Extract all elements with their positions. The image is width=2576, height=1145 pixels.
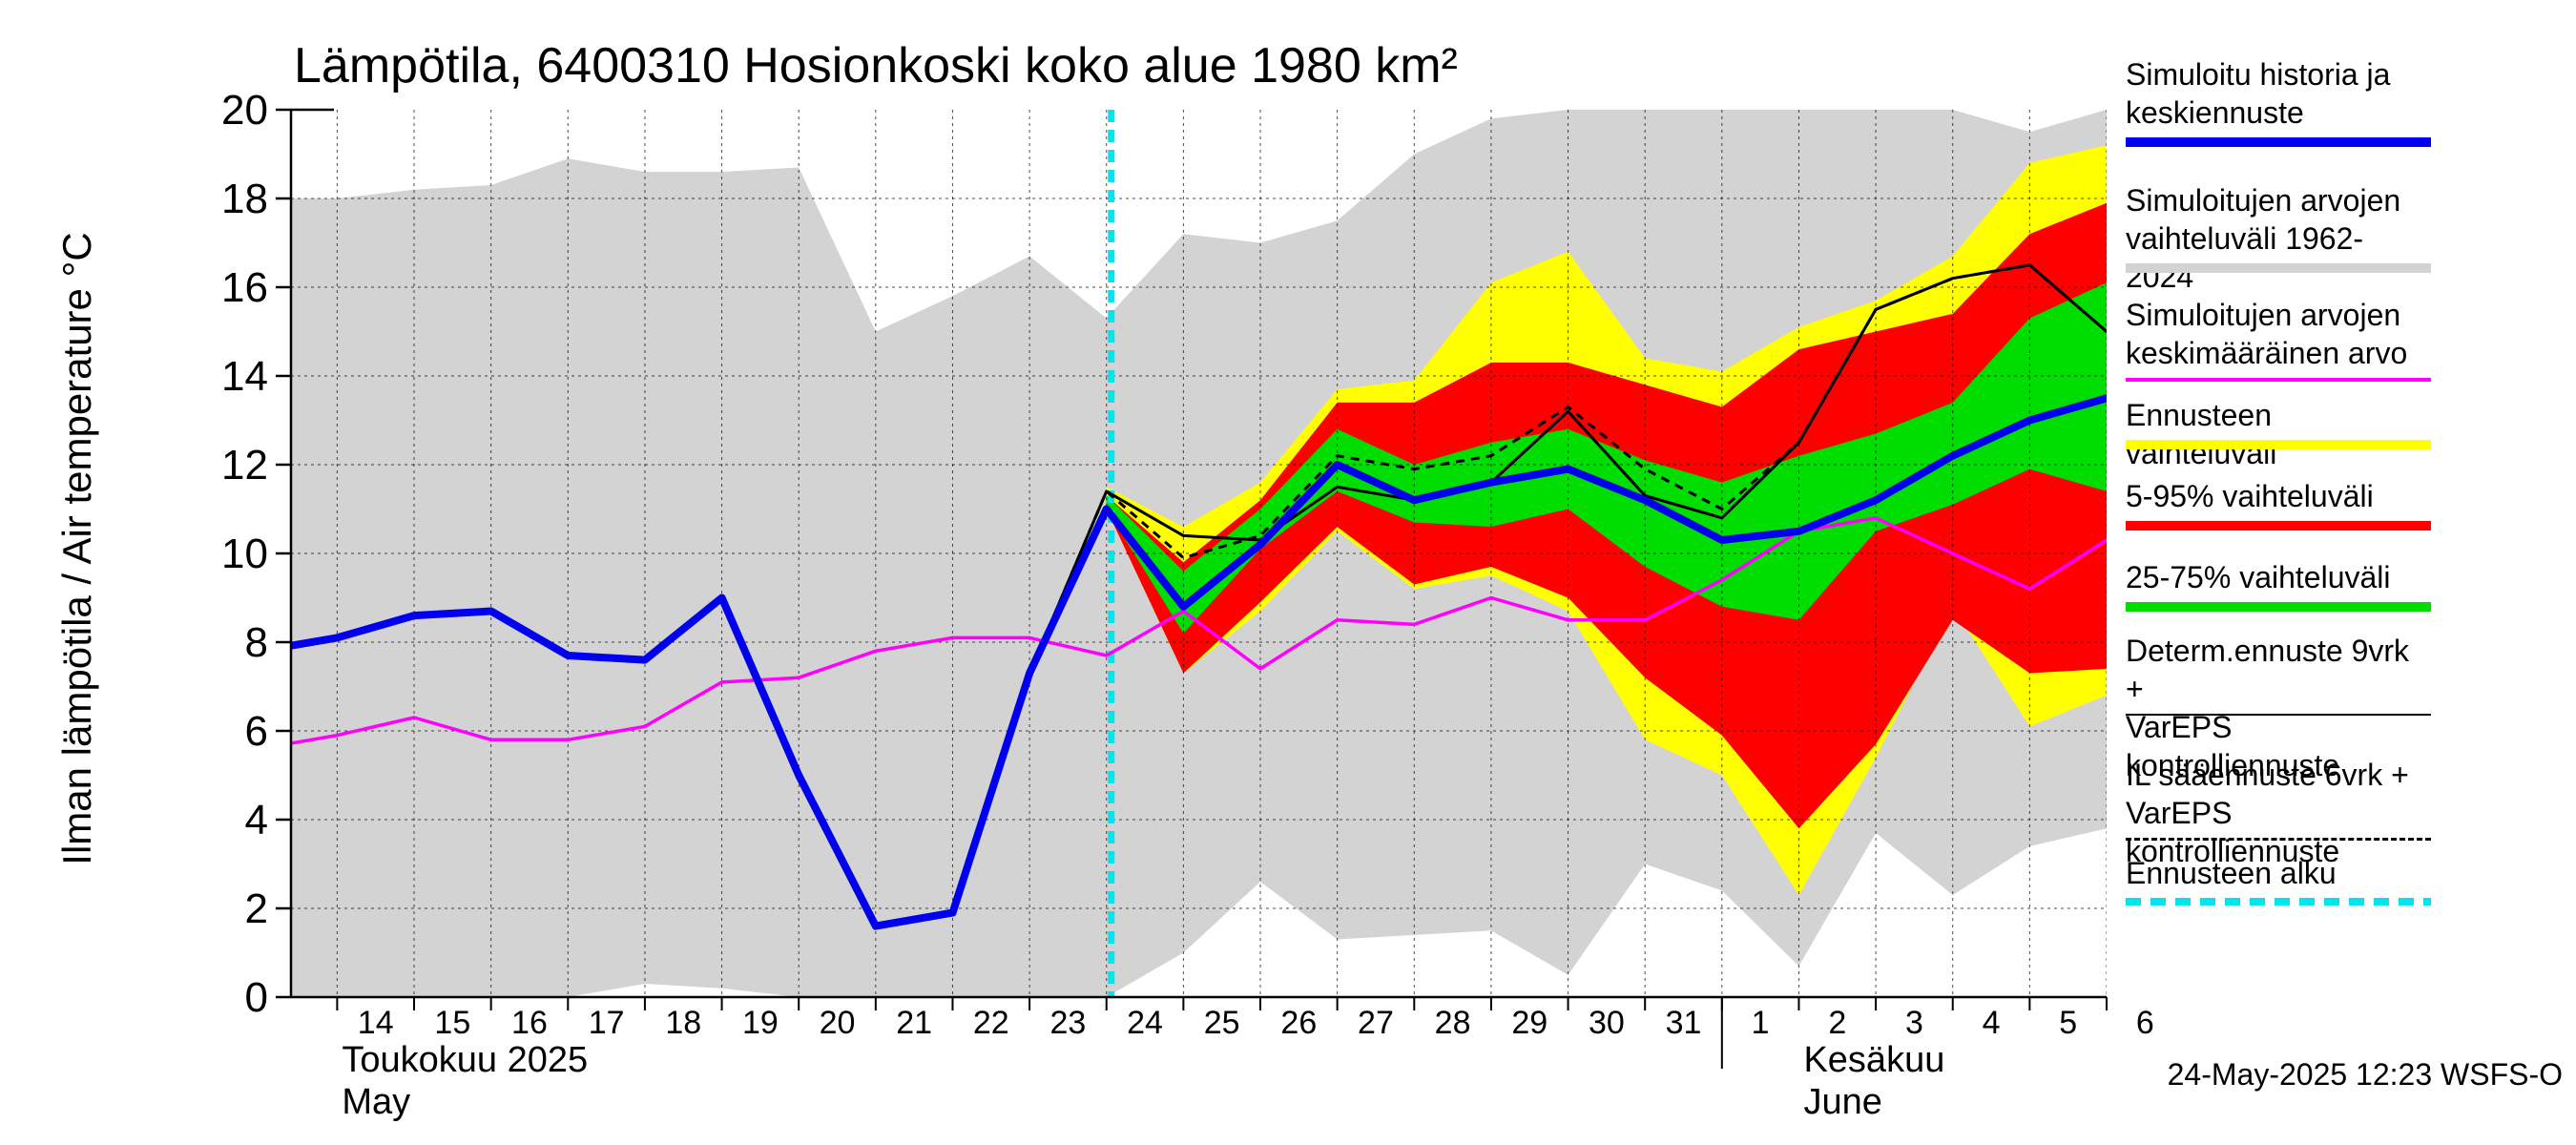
series-mean-forecast-line <box>291 394 2107 930</box>
month-label-fi: Toukokuu 2025 <box>342 1040 588 1080</box>
month-label-en: May <box>342 1082 410 1122</box>
x-tick-label: 6 <box>2136 1005 2154 1041</box>
x-tick-label: 16 <box>511 1005 548 1041</box>
x-tick-label: 26 <box>1280 1005 1317 1041</box>
y-tick-label: 2 <box>245 885 268 932</box>
x-tick-label: 23 <box>1050 1005 1087 1041</box>
y-tick-label: 4 <box>245 797 268 843</box>
legend-label: 5-95% vaihteluväli <box>2126 479 2374 513</box>
legend-entry: IL sääennuste 6vrk + VarEPS kontrollienn… <box>2126 756 2431 870</box>
legend-swatch <box>2126 378 2431 382</box>
y-tick-label: 12 <box>221 442 268 489</box>
x-tick-label: 29 <box>1511 1005 1548 1041</box>
legend-entry: Determ.ennuste 9vrk + VarEPS kontrollien… <box>2126 632 2431 784</box>
x-tick-label: 14 <box>358 1005 394 1041</box>
y-tick-label: 8 <box>245 619 268 666</box>
legend-label: 25-75% vaihteluväli <box>2126 560 2391 594</box>
x-tick-label: 27 <box>1358 1005 1394 1041</box>
y-tick-label: 0 <box>245 974 268 1021</box>
legend-entry: Simuloitujen arvojen vaihteluväli 1962-2… <box>2126 181 2431 296</box>
month-label-en: June <box>1803 1082 1881 1122</box>
legend-label: Ennusteen vaihteluväli <box>2126 398 2277 470</box>
legend-swatch <box>2126 137 2431 147</box>
y-tick-label: 16 <box>221 264 268 311</box>
x-tick-label: 3 <box>1905 1005 1923 1041</box>
y-axis-label: Ilman lämpötila / Air temperature °C <box>54 232 99 864</box>
legend-label: Simuloitu historia ja keskiennuste <box>2126 57 2391 130</box>
x-tick-label: 18 <box>665 1005 701 1041</box>
legend-entry: 25-75% vaihteluväli <box>2126 558 2431 612</box>
legend-label: Ennusteen alku <box>2126 856 2337 890</box>
x-tick-label: 21 <box>896 1005 932 1041</box>
x-tick-label: 25 <box>1204 1005 1240 1041</box>
legend-entry: Simuloitujen arvojen keskimääräinen arvo <box>2126 296 2431 382</box>
legend-swatch <box>2126 602 2431 612</box>
month-label-fi: Kesäkuu <box>1803 1040 1944 1080</box>
legend-swatch <box>2126 440 2431 449</box>
legend-swatch <box>2126 714 2431 716</box>
legend-label: Determ.ennuste 9vrk + VarEPS kontrollien… <box>2126 634 2410 782</box>
legend-label: Simuloitujen arvojen vaihteluväli 1962-2… <box>2126 183 2401 294</box>
legend-swatch <box>2126 838 2431 841</box>
x-tick-label: 22 <box>973 1005 1009 1041</box>
x-tick-label: 2 <box>1828 1005 1846 1041</box>
x-tick-label: 24 <box>1127 1005 1163 1041</box>
chart-title: Lämpötila, 6400310 Hosionkoski koko alue… <box>294 38 1458 94</box>
y-tick-label: 14 <box>221 353 268 400</box>
y-tick-label: 18 <box>221 176 268 222</box>
series-determ-forecast-line <box>1028 263 2107 675</box>
x-tick-label: 17 <box>589 1005 625 1041</box>
x-tick-label: 5 <box>2059 1005 2077 1041</box>
legend-entry: 5-95% vaihteluväli <box>2126 477 2431 531</box>
plot-area <box>291 110 2107 997</box>
x-tick-label: 31 <box>1666 1005 1702 1041</box>
timestamp: 24-May-2025 12:23 WSFS-O <box>2167 1057 2563 1092</box>
legend-label: IL sääennuste 6vrk + VarEPS kontrollienn… <box>2126 758 2409 868</box>
legend-entry: Ennusteen alku <box>2126 854 2431 906</box>
x-tick-label: 20 <box>820 1005 856 1041</box>
y-tick-label: 20 <box>221 87 268 134</box>
legend-swatch <box>2126 263 2431 273</box>
x-tick-label: 19 <box>742 1005 779 1041</box>
x-tick-label: 15 <box>434 1005 470 1041</box>
legend-swatch <box>2126 898 2431 906</box>
legend-swatch <box>2126 521 2431 531</box>
series-mean-line <box>291 516 2107 745</box>
y-tick-label: 6 <box>245 708 268 755</box>
legend-label: Simuloitujen arvojen keskimääräinen arvo <box>2126 298 2408 370</box>
x-tick-label: 4 <box>1983 1005 2001 1041</box>
band-p25-75 <box>1106 282 2107 634</box>
y-tick-label: 10 <box>221 531 268 577</box>
x-tick-label: 30 <box>1589 1005 1625 1041</box>
legend-entry: Simuloitu historia ja keskiennuste <box>2126 55 2431 147</box>
x-tick-label: 28 <box>1435 1005 1471 1041</box>
x-tick-label: 1 <box>1752 1005 1770 1041</box>
legend-entry: Ennusteen vaihteluväli <box>2126 396 2431 472</box>
